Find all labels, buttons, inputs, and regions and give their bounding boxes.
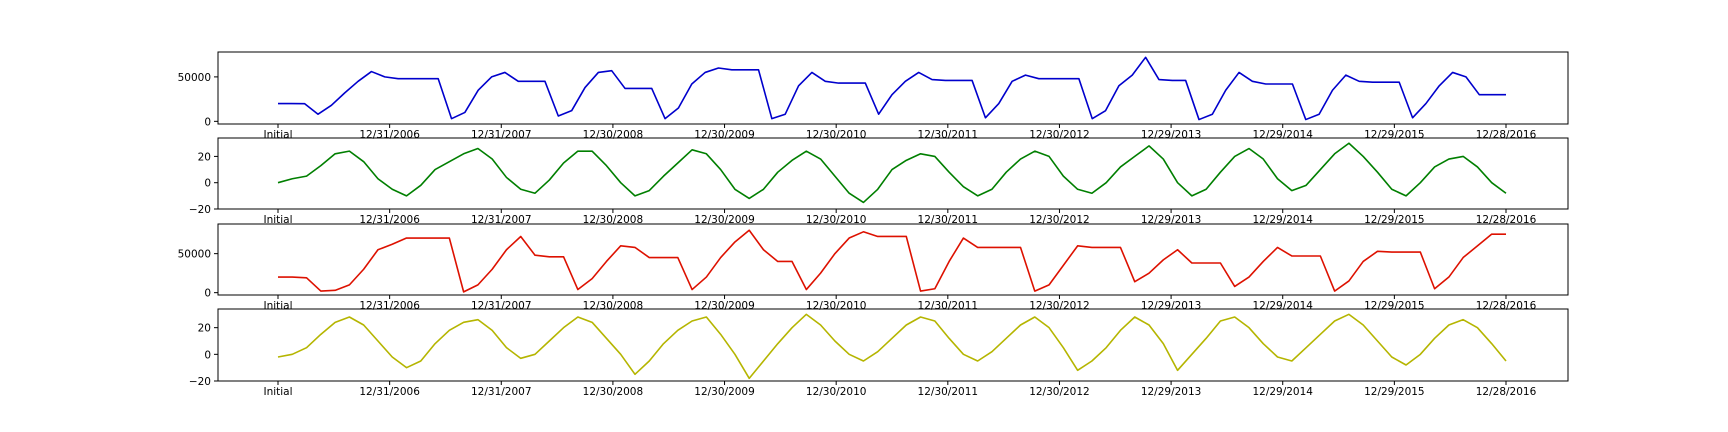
x-tick-label: 12/31/2007 xyxy=(471,214,532,226)
axes-frame xyxy=(217,137,1569,210)
x-tick-label: 12/30/2011 xyxy=(918,214,979,226)
x-tick-label: 12/30/2009 xyxy=(694,214,755,226)
x-tick-label: Initial xyxy=(263,214,292,226)
x-tick-label: Initial xyxy=(263,300,292,312)
series-line xyxy=(278,229,1506,293)
x-tick-label: 12/31/2007 xyxy=(471,386,532,398)
y-tick-label: −20 xyxy=(189,376,211,388)
x-tick-label: 12/30/2011 xyxy=(918,300,979,312)
x-tick-label: 12/28/2016 xyxy=(1476,386,1537,398)
x-tick-label: 12/30/2012 xyxy=(1029,214,1090,226)
x-tick-label: 12/29/2013 xyxy=(1141,214,1202,226)
x-tick-label: 12/31/2006 xyxy=(359,214,420,226)
x-tick-label: 12/28/2016 xyxy=(1476,214,1537,226)
x-tick-label: 12/29/2014 xyxy=(1252,214,1313,226)
x-tick-label: 12/29/2013 xyxy=(1141,300,1202,312)
axes-frame xyxy=(217,51,1569,125)
y-tick-label: 50000 xyxy=(178,72,211,84)
series-line xyxy=(278,56,1506,121)
x-tick-label: 12/29/2013 xyxy=(1141,129,1202,141)
axes-frame xyxy=(217,223,1569,296)
series-line xyxy=(277,142,1507,204)
x-tick-label: 12/30/2010 xyxy=(806,129,867,141)
x-tick-label: 12/31/2006 xyxy=(359,129,420,141)
y-tick-label: 20 xyxy=(198,151,211,163)
series-line xyxy=(277,313,1507,380)
x-tick-label: 12/29/2014 xyxy=(1252,129,1313,141)
x-tick-label: 12/29/2015 xyxy=(1364,129,1425,141)
x-tick-label: 12/29/2013 xyxy=(1141,386,1202,398)
x-tick-label: 12/29/2015 xyxy=(1364,386,1425,398)
y-tick-label: 0 xyxy=(204,288,211,300)
x-tick-label: 12/31/2007 xyxy=(471,129,532,141)
x-tick-label: 12/30/2011 xyxy=(918,129,979,141)
x-tick-label: 12/30/2009 xyxy=(694,386,755,398)
x-tick-label: Initial xyxy=(263,386,292,398)
y-tick-label: 0 xyxy=(204,178,211,190)
x-tick-label: 12/30/2008 xyxy=(583,129,644,141)
x-tick-label: 12/31/2006 xyxy=(359,300,420,312)
x-tick-label: 12/30/2008 xyxy=(583,300,644,312)
x-tick-label: 12/30/2010 xyxy=(806,300,867,312)
subplot-3: 0 50000 Initial 12/31/2006 12/31/2007 12/30/2… xyxy=(178,223,1569,312)
y-tick-label: 0 xyxy=(204,116,211,128)
y-tick-label: −20 xyxy=(189,204,211,216)
x-tick-label: 12/30/2008 xyxy=(583,214,644,226)
x-tick-label: 12/30/2009 xyxy=(694,300,755,312)
x-tick-label: 12/28/2016 xyxy=(1476,300,1537,312)
x-tick-label: 12/31/2007 xyxy=(471,300,532,312)
x-tick-label: 12/28/2016 xyxy=(1476,129,1537,141)
x-tick-label: 12/30/2011 xyxy=(918,386,979,398)
x-tick-label: 12/30/2010 xyxy=(806,386,867,398)
x-tick-label: 12/29/2015 xyxy=(1364,214,1425,226)
subplot-2: −20 0 20 Initial 12/31/2006 12/31/2007 12/30/2… xyxy=(189,137,1569,226)
x-tick-label: 12/30/2012 xyxy=(1029,300,1090,312)
x-tick-label: 12/30/2009 xyxy=(694,129,755,141)
axes-frame xyxy=(217,308,1569,382)
y-tick-label: 0 xyxy=(204,349,211,361)
x-tick-label: 12/29/2014 xyxy=(1252,386,1313,398)
x-tick-label: 12/29/2015 xyxy=(1364,300,1425,312)
x-tick-label: 12/31/2006 xyxy=(359,386,420,398)
x-tick-label: 12/29/2014 xyxy=(1252,300,1313,312)
y-tick-label: 20 xyxy=(198,323,211,335)
subplot-1: 0 50000 Initial 12/31/2006 12/31/2007 12/30/2… xyxy=(178,51,1569,141)
x-tick-label: 12/30/2012 xyxy=(1029,386,1090,398)
x-tick-label: 12/30/2012 xyxy=(1029,129,1090,141)
x-tick-label: 12/30/2010 xyxy=(806,214,867,226)
x-tick-label: 12/30/2008 xyxy=(583,386,644,398)
y-tick-label: 50000 xyxy=(178,249,211,261)
x-tick-label: Initial xyxy=(263,129,292,141)
subplot-4: −20 0 20 Initial 12/31/2006 12/31/2007 12/30/2… xyxy=(189,308,1569,398)
